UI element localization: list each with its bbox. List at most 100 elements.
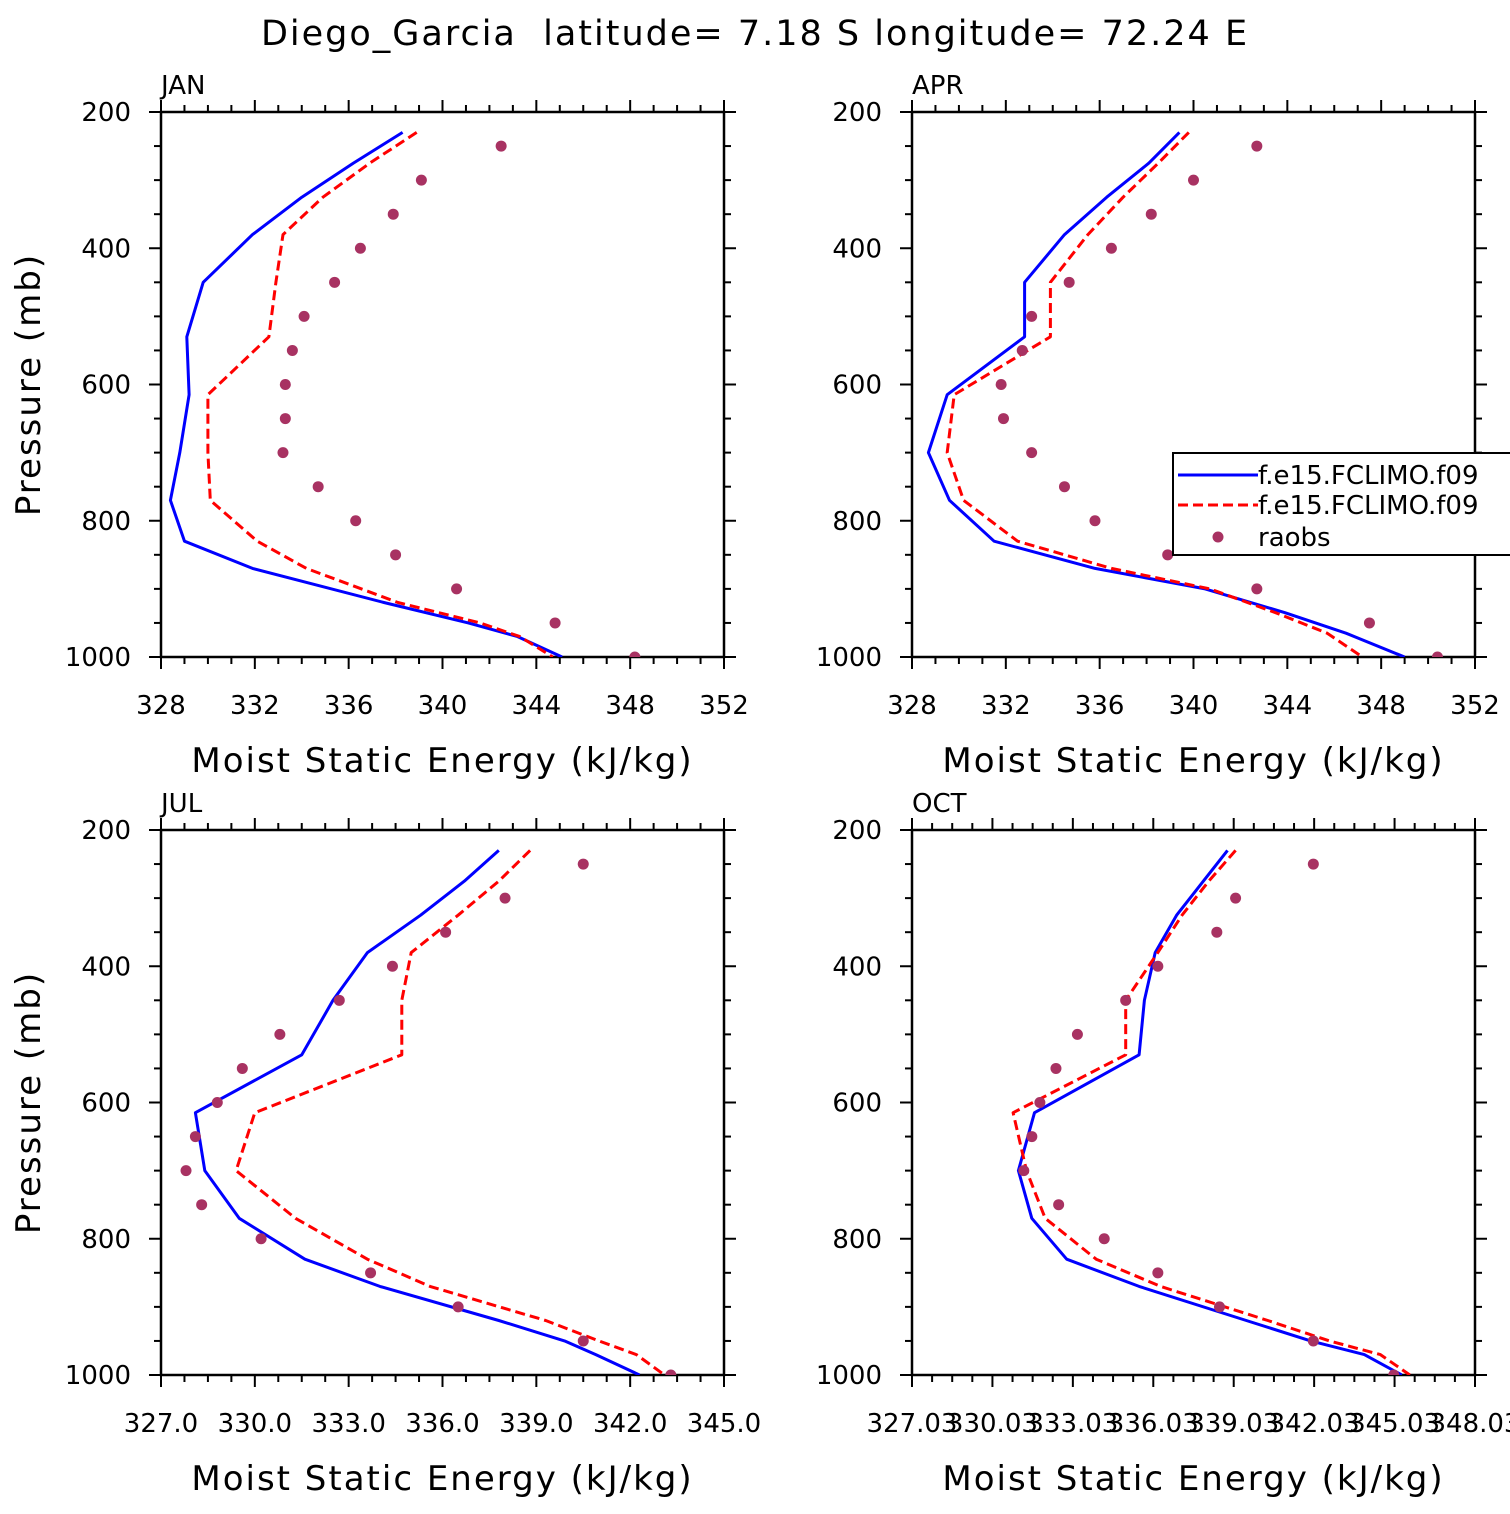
raobs-point: [415, 174, 427, 186]
raobs-point: [329, 276, 341, 288]
y-tick-label: 200: [832, 816, 882, 846]
panel-label: APR: [912, 71, 964, 101]
y-tick-label: 800: [832, 1225, 882, 1255]
model-1-line: [168, 131, 563, 657]
raobs-point: [577, 858, 589, 870]
raobs-point: [1162, 549, 1174, 561]
x-tick-label: 348: [1356, 691, 1406, 721]
model-1-line: [193, 849, 641, 1375]
raobs-point: [997, 413, 1009, 425]
raobs-point: [286, 344, 298, 356]
raobs-point: [196, 1199, 208, 1211]
raobs-point: [386, 960, 398, 972]
x-axis-label: Moist Static Energy (kJ/kg): [191, 741, 693, 781]
legend-swatch-raobs: [1212, 531, 1224, 543]
x-tick-label: 336: [1075, 691, 1125, 721]
model-2-line: [1011, 849, 1411, 1375]
legend-entry-label: f.e15.FCLIMO.f09: [1258, 461, 1478, 491]
raobs-point: [180, 1165, 192, 1177]
raobs-point: [1026, 447, 1038, 459]
raobs-point: [1120, 994, 1132, 1006]
raobs-point: [236, 1062, 248, 1074]
raobs-point: [495, 140, 507, 152]
raobs-point: [189, 1131, 201, 1143]
raobs-point: [1251, 583, 1263, 595]
x-tick-label: 332: [230, 691, 280, 721]
raobs-point: [665, 1369, 677, 1375]
x-tick-label: 339.03: [1188, 1409, 1279, 1439]
plot-data: [926, 131, 1443, 657]
x-tick-label: 330.0: [218, 1409, 292, 1439]
raobs-point: [255, 1233, 267, 1245]
plot-data: [180, 849, 677, 1375]
y-tick-label: 200: [81, 816, 131, 846]
x-tick-label: 332: [981, 691, 1031, 721]
y-tick-label: 600: [81, 1089, 131, 1119]
x-tick-label: 330.03: [947, 1409, 1038, 1439]
panel-label: JAN: [159, 71, 205, 101]
raobs-point: [387, 208, 399, 220]
raobs-point: [333, 994, 345, 1006]
x-tick-label: 352: [1450, 691, 1500, 721]
y-tick-label: 200: [81, 98, 131, 128]
plot-frame: [159, 828, 726, 1377]
raobs-point: [1145, 208, 1157, 220]
x-tick-label: 333.0: [311, 1409, 385, 1439]
y-tick-label: 600: [81, 371, 131, 401]
x-tick-label: 340: [418, 691, 468, 721]
x-tick-label: 342.0: [593, 1409, 667, 1439]
x-tick-label: 327.0: [124, 1409, 198, 1439]
y-axis-label: Pressure (mb): [9, 253, 49, 516]
raobs-point: [1307, 858, 1319, 870]
x-tick-label: 336.0: [405, 1409, 479, 1439]
raobs-point: [1388, 1369, 1400, 1375]
raobs-point: [1188, 174, 1199, 186]
x-tick-label: 348.03: [1430, 1409, 1510, 1439]
y-tick-label: 1000: [816, 1361, 882, 1391]
y-tick-label: 600: [832, 371, 882, 401]
raobs-point: [577, 1335, 589, 1347]
raobs-point: [1211, 926, 1223, 938]
raobs-point: [350, 515, 362, 527]
raobs-point: [354, 242, 366, 254]
raobs-point: [499, 892, 511, 904]
x-tick-label: 340: [1169, 691, 1219, 721]
raobs-point: [1089, 515, 1101, 527]
raobs-point: [1053, 1199, 1065, 1211]
panel-oct: 200 400 600 800 1000 327.03330.03333.03336.03…: [816, 789, 1510, 1499]
raobs-point: [1050, 1062, 1062, 1074]
legend-entry-label: raobs: [1258, 523, 1331, 553]
plot-frame: [910, 828, 1477, 1377]
raobs-point: [279, 379, 291, 390]
y-tick-label: 600: [832, 1089, 882, 1119]
y-tick-label: 800: [81, 1225, 131, 1255]
raobs-point: [211, 1097, 223, 1108]
x-axis-label: Moist Static Energy (kJ/kg): [942, 741, 1444, 781]
x-axis-label: Moist Static Energy (kJ/kg): [191, 1459, 693, 1499]
x-tick-label: 339.0: [499, 1409, 573, 1439]
x-tick-label: 333.03: [1027, 1409, 1118, 1439]
y-axis-label: Pressure (mb): [9, 971, 49, 1234]
raobs-point: [1251, 140, 1263, 152]
raobs-point: [549, 617, 561, 629]
y-tick-label: 1000: [65, 643, 131, 673]
raobs-point: [1063, 276, 1075, 288]
raobs-point: [1431, 651, 1443, 657]
x-tick-label: 336: [324, 691, 374, 721]
model-2-line: [945, 131, 1364, 657]
raobs-point: [1026, 310, 1038, 322]
model-1-line: [926, 131, 1406, 657]
plot-data: [1011, 849, 1411, 1375]
raobs-point: [1058, 481, 1070, 493]
y-tick-label: 1000: [65, 1361, 131, 1391]
y-tick-label: 400: [832, 952, 882, 982]
raobs-point: [1105, 242, 1117, 254]
x-tick-label: 342.03: [1269, 1409, 1360, 1439]
raobs-point: [1230, 892, 1242, 904]
y-tick-label: 1000: [816, 643, 882, 673]
y-tick-label: 800: [832, 507, 882, 537]
raobs-point: [1098, 1233, 1110, 1245]
